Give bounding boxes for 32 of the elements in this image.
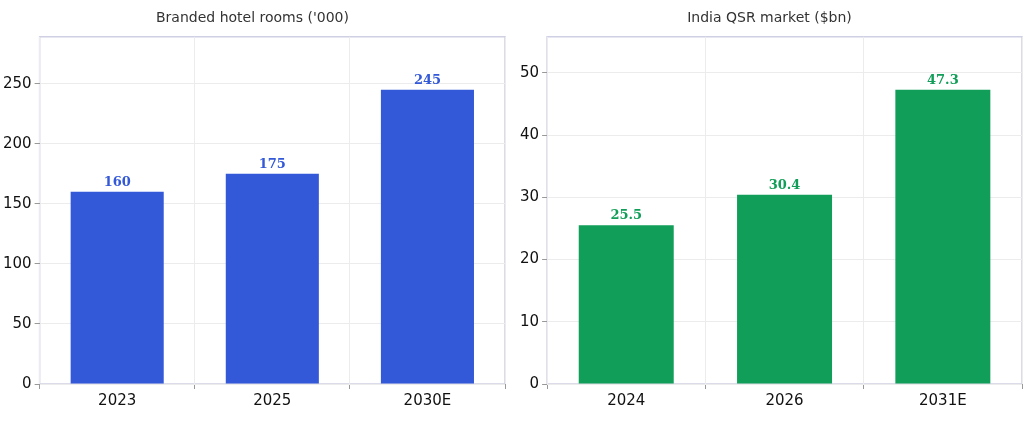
x-tick-label: 2031E (919, 390, 967, 409)
x-tick-label: 2025 (253, 390, 292, 409)
data-label: 160 (103, 173, 131, 189)
data-label: 245 (413, 71, 442, 87)
x-tick-label: 2026 (765, 390, 804, 409)
y-tick-label: 50 (519, 62, 540, 81)
y-tick-label: 150 (2, 193, 32, 212)
chart-title: India QSR market ($bn) (687, 9, 852, 26)
y-tick-label: 100 (2, 253, 32, 272)
x-tick-label: 2024 (607, 390, 646, 409)
y-tick-label: 30 (519, 187, 540, 206)
data-label: 175 (258, 155, 286, 171)
y-tick-label: 250 (2, 73, 32, 92)
y-tick-label: 0 (22, 373, 32, 392)
bar (225, 173, 319, 384)
bar (737, 194, 833, 384)
data-label: 30.4 (768, 176, 801, 192)
y-tick-label: 10 (519, 311, 540, 330)
bar (895, 89, 991, 384)
y-tick-label: 200 (2, 133, 32, 152)
y-tick-label: 50 (12, 313, 32, 332)
y-tick-label: 0 (529, 373, 540, 392)
x-tick-label: 2023 (98, 390, 137, 409)
bar (70, 191, 164, 384)
x-tick-label: 2030E (403, 390, 452, 409)
bar (380, 89, 474, 384)
data-label: 25.5 (610, 207, 643, 223)
bar (578, 225, 674, 384)
y-tick-label: 40 (519, 125, 540, 143)
data-label: 47.3 (927, 71, 959, 87)
y-tick-label: 20 (519, 249, 540, 268)
chart-title: Branded hotel rooms ('000) (156, 9, 349, 26)
